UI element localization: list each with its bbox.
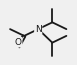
Text: O: O <box>15 38 22 47</box>
Text: N: N <box>35 25 42 34</box>
